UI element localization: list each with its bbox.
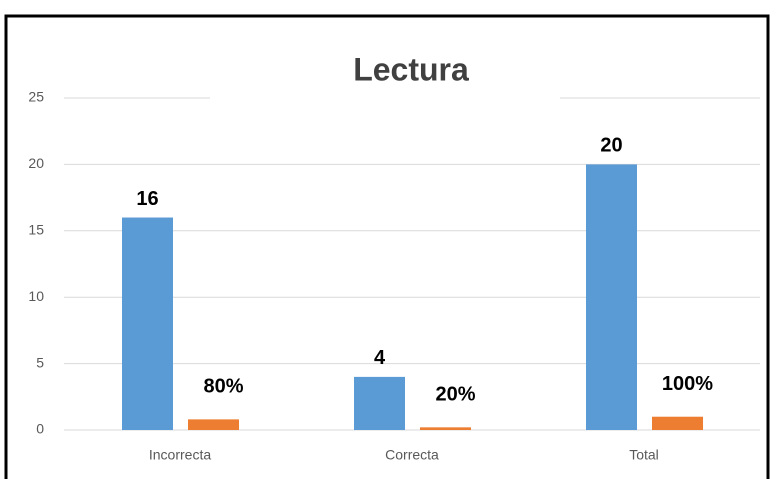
y-tick-label: 25 bbox=[28, 89, 44, 105]
bar bbox=[420, 427, 471, 430]
data-label: 16 bbox=[136, 188, 158, 210]
x-tick-label: Incorrecta bbox=[149, 447, 211, 463]
title-background bbox=[210, 50, 560, 100]
bar bbox=[354, 376, 405, 430]
y-tick-label: 10 bbox=[28, 288, 44, 304]
bar bbox=[652, 416, 703, 430]
data-label: 20% bbox=[435, 384, 475, 406]
data-label: 100% bbox=[662, 373, 713, 395]
x-tick-label: Correcta bbox=[385, 447, 439, 463]
data-label: 20 bbox=[600, 135, 622, 157]
y-tick-label: 20 bbox=[28, 155, 44, 171]
y-tick-label: 5 bbox=[36, 354, 44, 370]
data-label: 4 bbox=[374, 347, 386, 369]
data-label: 80% bbox=[203, 376, 243, 398]
x-tick-label: Total bbox=[629, 447, 659, 463]
chart-title: Lectura bbox=[353, 51, 469, 87]
y-tick-label: 0 bbox=[36, 421, 44, 437]
bar bbox=[586, 164, 637, 430]
y-tick-label: 15 bbox=[28, 222, 44, 238]
bar bbox=[122, 217, 173, 430]
bar bbox=[188, 419, 239, 430]
grid bbox=[64, 97, 760, 431]
